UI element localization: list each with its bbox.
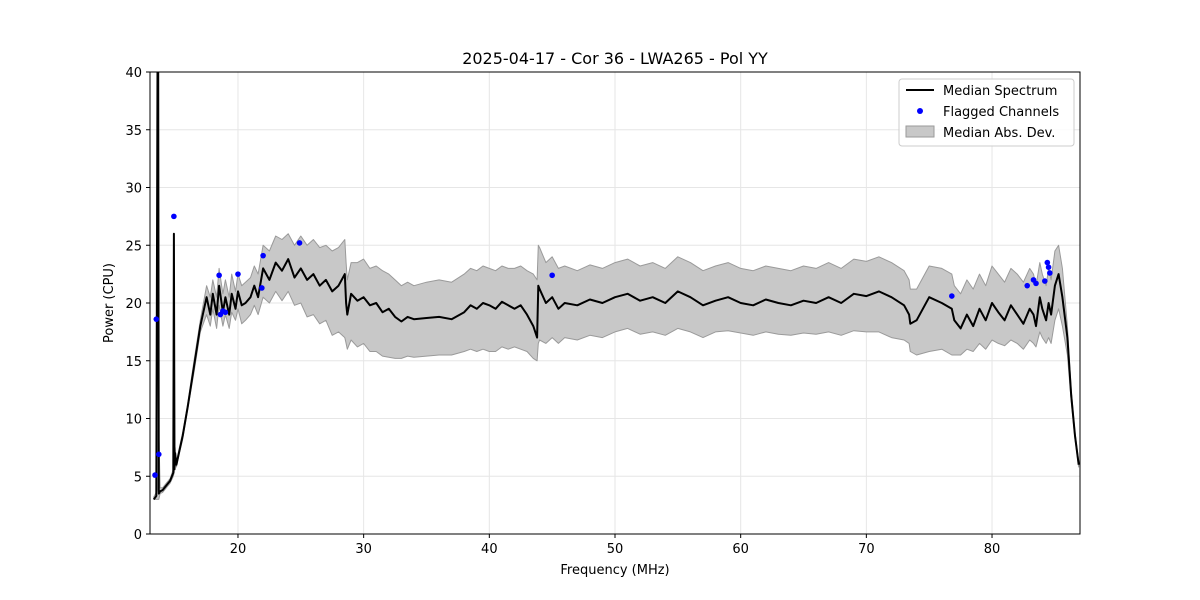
flagged-channel-point (549, 272, 555, 279)
flagged-channel-point (1047, 270, 1053, 276)
flagged-channel-point (222, 309, 229, 316)
flagged-channel-point (235, 271, 241, 277)
flagged-channel-point (153, 316, 160, 322)
x-tick-label: 40 (481, 542, 498, 557)
chart-title: 2025-04-17 - Cor 36 - LWA265 - Pol YY (462, 49, 768, 68)
legend-label-flagged: Flagged Channels (943, 105, 1059, 120)
flagged-channel-point (216, 272, 222, 279)
mad-band (153, 233, 1080, 500)
axes: 20 30 40 50 60 70 80 0 5 10 15 20 25 30 35 40 (125, 66, 1000, 557)
x-tick-label: 50 (607, 542, 624, 557)
y-tick-label: 0 (134, 528, 142, 543)
x-tick-label: 70 (858, 542, 875, 557)
y-axis-label: Power (CPU) (102, 263, 117, 343)
x-tick-label: 20 (230, 542, 247, 557)
x-tick-label: 60 (732, 542, 749, 557)
x-tick-label: 80 (984, 542, 1001, 557)
y-tick-label: 15 (125, 355, 142, 370)
y-tick-label: 40 (125, 66, 142, 81)
x-axis-label: Frequency (MHz) (560, 563, 669, 578)
y-tick-label: 5 (134, 470, 142, 485)
y-tick-label: 25 (125, 239, 142, 254)
flagged-channel-point (296, 240, 303, 246)
legend: Median Spectrum Flagged Channels Median … (898, 78, 1075, 147)
y-tick-label: 30 (125, 182, 142, 197)
flagged-channel-point (259, 285, 265, 291)
y-tick-label: 20 (125, 297, 142, 312)
flagged-channel-point (1024, 282, 1031, 289)
legend-box (898, 78, 1075, 147)
flagged-channel-point (1044, 259, 1051, 266)
median-spectrum-line (152, 72, 1080, 500)
flagged-channel-point (260, 252, 266, 259)
flagged-channel-point (171, 213, 177, 220)
flagged-channel-point (1042, 278, 1048, 284)
flagged-channel-point (1045, 264, 1052, 270)
flagged-channel-point (1033, 280, 1039, 287)
y-tick-label: 35 (125, 124, 142, 139)
flagged-channel-point (152, 472, 158, 478)
flagged-channel-point (155, 451, 162, 458)
plot-area (152, 72, 1080, 500)
x-tick-label: 30 (355, 542, 372, 557)
legend-flagged-swatch (917, 108, 923, 114)
legend-label-median: Median Spectrum (943, 84, 1057, 99)
legend-label-mad: Median Abs. Dev. (943, 126, 1055, 141)
legend-mad-swatch (905, 125, 935, 138)
y-tick-label: 10 (125, 413, 142, 428)
flagged-channel-point (949, 293, 955, 299)
